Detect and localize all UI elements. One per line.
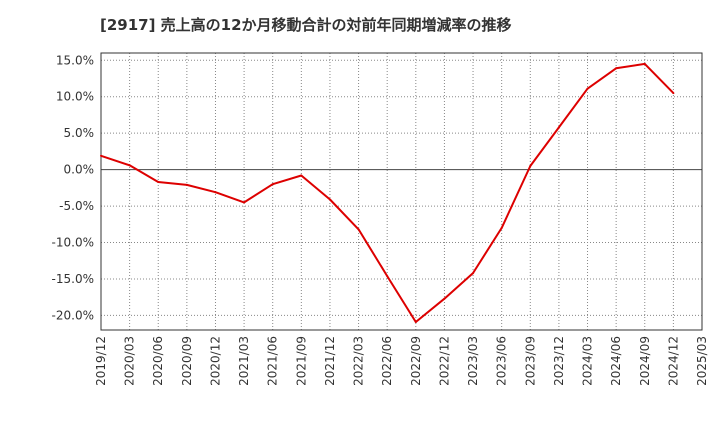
data-point [386,275,389,278]
x-tick-label: 2022/03 [352,336,366,386]
x-tick-label: 2020/12 [208,336,222,386]
x-tick-label: 2022/12 [437,336,451,386]
x-tick-label: 2023/03 [466,336,480,386]
data-point [128,164,131,167]
data-point [214,191,217,194]
x-tick-label: 2020/06 [151,336,165,386]
data-point [500,226,503,229]
y-tick-label: -15.0% [52,272,94,286]
data-point [529,164,532,167]
chart-title: [2917] 売上高の12か月移動合計の対前年同期増減率の推移 [100,16,512,34]
data-point [100,154,102,157]
x-tick-label: 2019/12 [94,336,108,386]
x-tick-label: 2024/12 [666,336,680,386]
x-tick-label: 2022/09 [409,336,423,386]
data-point [157,181,160,184]
data-point [615,67,618,70]
x-tick-label: 2024/09 [638,336,652,386]
data-point [271,183,274,186]
y-tick-label: -10.0% [52,236,94,250]
y-tick-label: 5.0% [64,126,95,140]
x-tick-label: 2024/03 [581,336,595,386]
x-tick-label: 2023/09 [523,336,537,386]
x-tick-label: 2022/06 [380,336,394,386]
x-tick-label: 2023/12 [552,336,566,386]
x-tick-label: 2023/06 [495,336,509,386]
y-tick-label: 10.0% [56,90,94,104]
y-tick-label: 15.0% [56,53,94,67]
data-point [357,228,360,231]
data-point [557,126,560,129]
data-point [672,92,675,95]
x-tick-label: 2021/03 [237,336,251,386]
data-point [328,198,331,201]
x-tick-label: 2024/06 [609,336,623,386]
x-tick-label: 2021/09 [294,336,308,386]
series-line [100,62,675,323]
data-point [586,87,589,90]
y-tick-label: -5.0% [59,199,94,213]
data-point [414,320,417,323]
data-point [472,272,475,275]
data-point [243,201,246,204]
x-tick-label: 2020/09 [180,336,194,386]
y-tick-label: 0.0% [64,163,95,177]
x-tick-label: 2021/06 [266,336,280,386]
data-point [185,183,188,186]
data-point [300,174,303,177]
data-point [443,297,446,300]
x-tick-label: 2025/03 [695,336,709,386]
data-point [643,62,646,65]
plot-frame [100,52,703,331]
y-tick-label: -20.0% [52,308,94,322]
x-tick-label: 2021/12 [323,336,337,386]
x-tick-label: 2020/03 [123,336,137,386]
